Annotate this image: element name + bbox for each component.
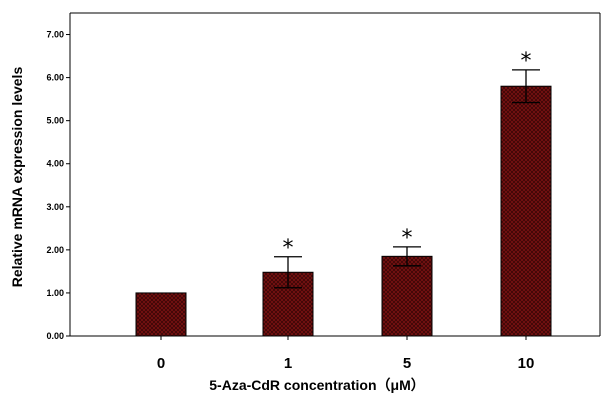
bar xyxy=(500,85,552,337)
y-axis-title: Relative mRNA expression levels xyxy=(9,67,25,288)
x-tick-label: 5 xyxy=(403,355,411,372)
y-tick-label: 7.00 xyxy=(46,30,64,40)
y-tick-label: 0.00 xyxy=(46,331,64,341)
y-tick-label: 3.00 xyxy=(46,202,64,212)
x-tick-label: 0 xyxy=(157,355,165,372)
y-tick-label: 1.00 xyxy=(46,288,64,298)
y-tick-label: 2.00 xyxy=(46,245,64,255)
bar xyxy=(381,255,433,337)
significance-asterisk: * xyxy=(521,49,532,74)
y-tick-label: 5.00 xyxy=(46,116,64,126)
x-tick-label: 10 xyxy=(518,355,535,372)
significance-asterisk: * xyxy=(283,236,294,261)
y-tick-label: 4.00 xyxy=(46,159,64,169)
x-tick-label: 1 xyxy=(284,355,292,372)
significance-asterisk: * xyxy=(402,226,413,251)
x-axis-title: 5-Aza-CdR concentration（μM） xyxy=(209,377,424,393)
y-tick-label: 6.00 xyxy=(46,73,64,83)
bar xyxy=(135,292,187,337)
